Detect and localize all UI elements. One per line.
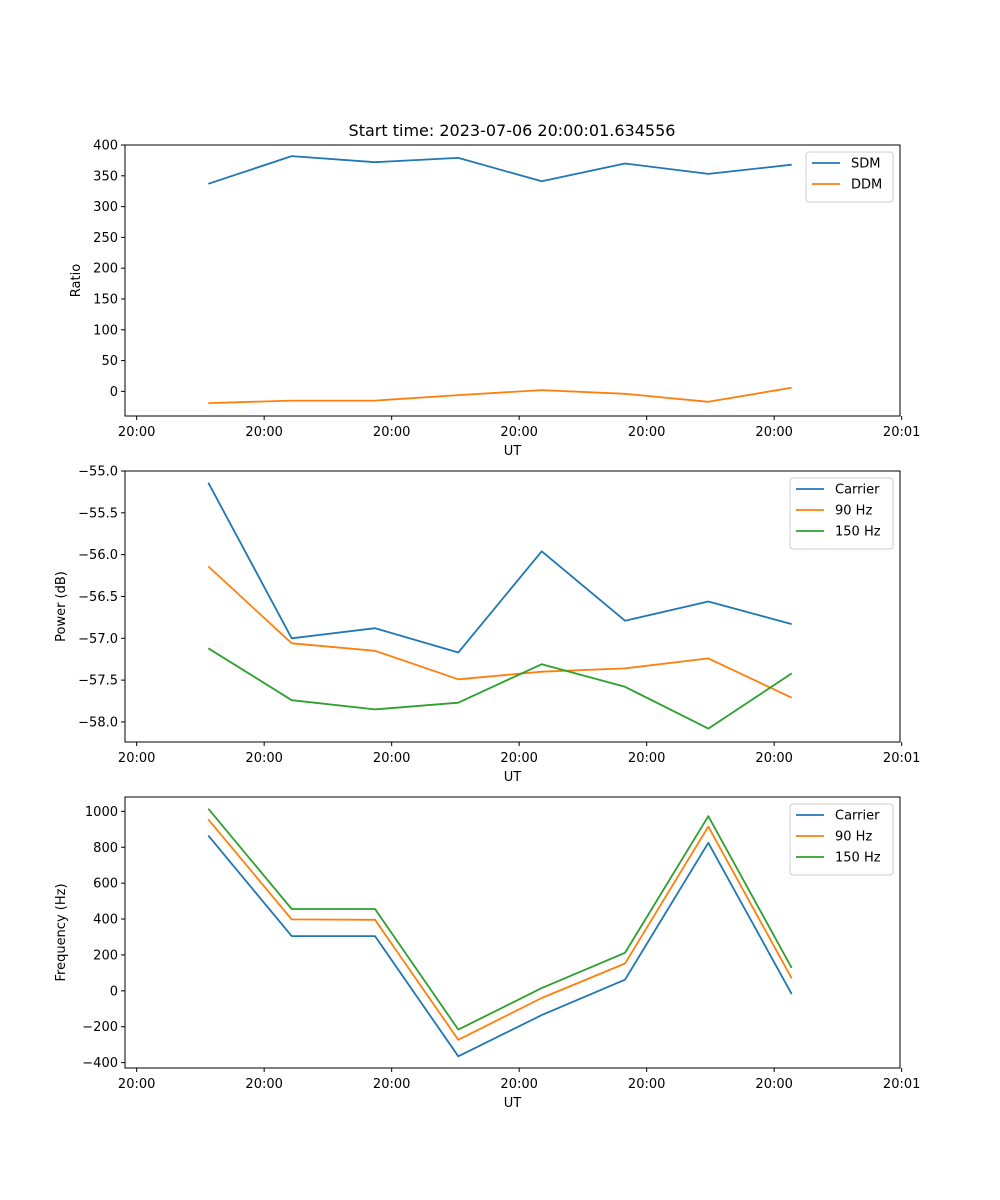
y-tick-label: 150 <box>93 292 118 307</box>
x-tick-label: 20:00 <box>373 1077 410 1092</box>
series-line-carrier <box>207 482 792 654</box>
x-axis-label: UT <box>504 770 522 785</box>
legend-label: Carrier <box>835 809 880 824</box>
y-tick-label: 100 <box>93 323 118 338</box>
x-tick-label: 20:00 <box>373 425 410 440</box>
x-axis-label: UT <box>504 444 522 459</box>
x-tick-label: 20:00 <box>118 425 155 440</box>
x-tick-label: 20:00 <box>245 1077 282 1092</box>
legend-label: 90 Hz <box>835 504 872 519</box>
x-tick-label: 20:00 <box>373 751 410 766</box>
y-tick-label: 1000 <box>85 805 118 820</box>
y-tick-label: 300 <box>93 200 118 215</box>
x-tick-label: 20:00 <box>628 425 665 440</box>
series-line-sdm <box>208 155 792 185</box>
x-tick-label: 20:01 <box>883 1077 920 1092</box>
x-tick-label: 20:00 <box>628 751 665 766</box>
y-tick-label: −56.5 <box>78 590 118 605</box>
legend-label: SDM <box>851 157 880 172</box>
x-axis-label: UT <box>504 1096 522 1111</box>
y-tick-label: −58.0 <box>78 715 118 730</box>
x-tick-label: 20:00 <box>118 751 155 766</box>
y-tick-label: −57.0 <box>78 632 118 647</box>
x-tick-label: 20:01 <box>883 425 920 440</box>
y-tick-label: 400 <box>93 913 118 928</box>
legend: SDM DDM <box>805 151 894 203</box>
y-tick-label: 400 <box>93 139 118 154</box>
legend: Carrier 90 Hz 150 Hz <box>789 803 894 876</box>
y-axis-label: Frequency (Hz) <box>54 883 69 981</box>
y-tick-label: −400 <box>82 1056 118 1071</box>
y-tick-label: −55.5 <box>78 506 118 521</box>
y-axis-label: Power (dB) <box>54 571 69 642</box>
series-line-carrier <box>207 835 793 1058</box>
power-panel: −58.0 −57.5 −57.0 −56.5 −56.0 −55.5 −55.0 20:00… <box>54 465 920 786</box>
y-tick-label: −56.0 <box>78 548 118 563</box>
legend-label: DDM <box>851 178 882 193</box>
x-tick-label: 20:00 <box>755 425 792 440</box>
y-tick-label: 200 <box>93 262 118 277</box>
x-tick-label: 20:00 <box>755 751 792 766</box>
legend-label: Carrier <box>835 483 880 498</box>
axes-frame <box>124 144 901 417</box>
y-tick-label: 250 <box>93 231 118 246</box>
x-tick-label: 20:00 <box>500 1077 537 1092</box>
legend: Carrier 90 Hz 150 Hz <box>789 477 894 550</box>
x-tick-label: 20:00 <box>755 1077 792 1092</box>
series-line-150-hz <box>207 647 793 730</box>
series-line-90-hz <box>207 818 793 1041</box>
frequency-panel: −400 −200 0 200 400 600 800 1000 20:00 20:00 20:00… <box>54 796 920 1111</box>
axes-frame <box>124 470 901 743</box>
series-line-150-hz <box>207 808 793 1031</box>
chart-title: Start time: 2023-07-06 20:00:01.634556 <box>349 121 676 140</box>
series-line-ddm <box>208 386 792 404</box>
x-tick-label: 20:00 <box>118 1077 155 1092</box>
y-tick-label: 800 <box>93 841 118 856</box>
y-tick-label: 600 <box>93 877 118 892</box>
legend-label: 90 Hz <box>835 830 872 845</box>
y-tick-label: 0 <box>110 385 118 400</box>
y-tick-label: 350 <box>93 169 118 184</box>
series-line-90-hz <box>207 565 793 699</box>
y-tick-label: 200 <box>93 948 118 963</box>
y-tick-label: −57.5 <box>78 674 118 689</box>
legend-label: 150 Hz <box>835 851 881 866</box>
x-tick-label: 20:00 <box>245 425 282 440</box>
ratio-panel: 0 50 100 150 200 250 300 350 400 20:00 20:00 20:00 2… <box>69 139 920 460</box>
y-tick-label: −55.0 <box>78 465 118 480</box>
x-tick-label: 20:00 <box>500 751 537 766</box>
x-tick-label: 20:01 <box>883 751 920 766</box>
y-tick-label: −200 <box>82 1020 118 1035</box>
x-tick-label: 20:00 <box>500 425 537 440</box>
legend-box <box>805 151 894 203</box>
legend-label: 150 Hz <box>835 525 881 540</box>
x-tick-label: 20:00 <box>245 751 282 766</box>
y-axis-label: Ratio <box>69 264 84 297</box>
y-tick-label: 0 <box>110 984 118 999</box>
axes-frame <box>124 796 901 1069</box>
y-tick-label: 50 <box>101 354 118 369</box>
x-tick-label: 20:00 <box>628 1077 665 1092</box>
